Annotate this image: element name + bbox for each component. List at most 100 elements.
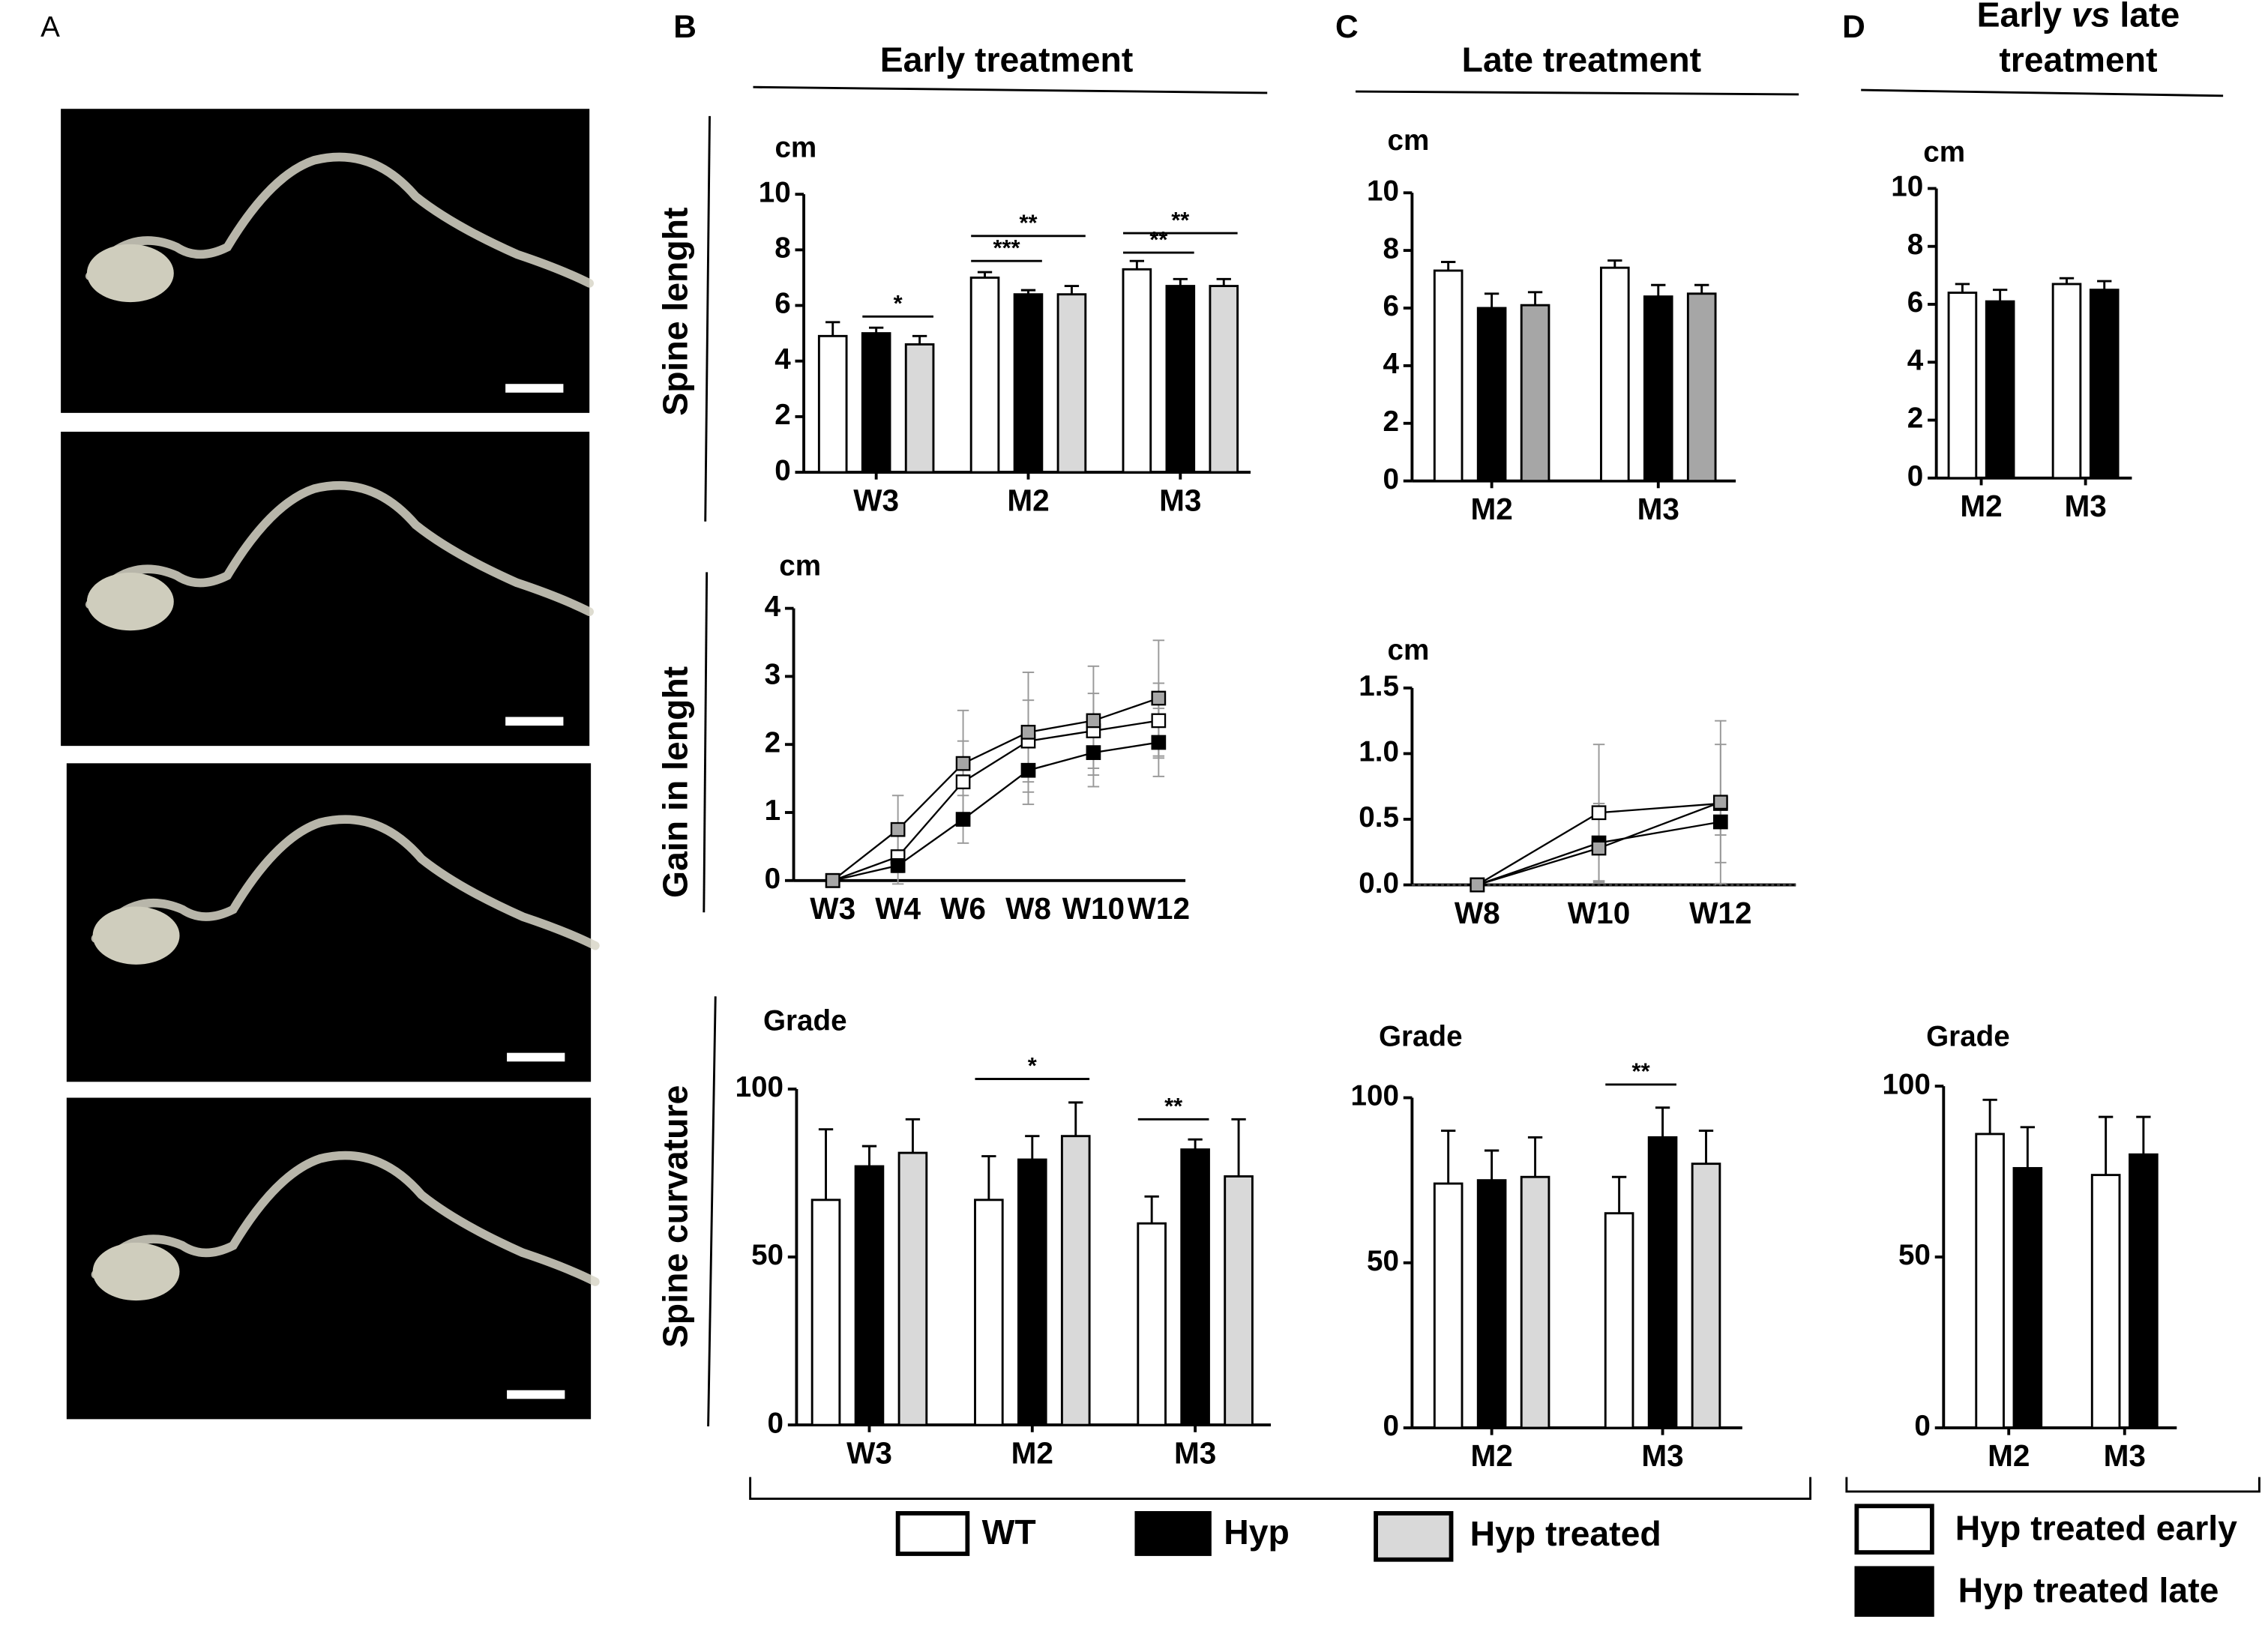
bar	[2129, 1153, 2159, 1429]
scale-bar	[505, 717, 564, 726]
x-tick-label: W12	[1689, 896, 1751, 930]
marker	[1591, 805, 1607, 821]
bar	[1433, 269, 1464, 483]
bar	[1209, 285, 1239, 474]
row-label: Spine curvature	[655, 1085, 694, 1348]
bar	[904, 343, 935, 474]
y-tick-label: 2	[1907, 403, 1923, 435]
y-tick-label: 0	[1914, 1410, 1930, 1442]
scale-bar	[505, 384, 564, 393]
series-line	[831, 697, 1159, 881]
y-tick-label: 8	[1383, 232, 1399, 265]
header: Early vs late	[1977, 0, 2180, 34]
bar	[1017, 1158, 1047, 1426]
marker	[1086, 745, 1101, 760]
bar	[1686, 292, 1717, 483]
bar	[974, 1199, 1004, 1426]
y-tick-label: 6	[774, 288, 790, 320]
x-tick-label: M2	[1007, 483, 1049, 517]
legend-swatch	[1854, 1566, 1934, 1618]
bar	[1985, 300, 2015, 480]
panel-label: B	[673, 10, 697, 45]
y-tick-label: 10	[1891, 171, 1923, 203]
unit-label: cm	[779, 550, 821, 582]
marker	[1470, 877, 1485, 893]
panel-label: D	[1842, 10, 1865, 45]
skull	[92, 1242, 180, 1301]
bracket	[1845, 1477, 2261, 1493]
bar	[1647, 1136, 1678, 1429]
marker	[1591, 840, 1607, 856]
marker	[1020, 725, 1036, 740]
skull	[92, 906, 180, 965]
y-tick-label: 4	[1907, 344, 1924, 376]
bar	[1013, 293, 1044, 474]
bar	[1224, 1175, 1254, 1426]
legend-swatch	[1134, 1511, 1212, 1556]
legend-label: Hyp treated late	[1958, 1570, 2219, 1609]
header-rule	[1356, 90, 1799, 96]
unit-label: cm	[1388, 634, 1430, 666]
bar	[854, 1165, 885, 1426]
y-tick-label: 2	[1383, 406, 1399, 438]
y-tick-label: 1.0	[1359, 736, 1399, 768]
bar	[1520, 304, 1550, 483]
x-tick-label: M3	[1641, 1438, 1683, 1473]
x-tick-label: M3	[2104, 1438, 2146, 1473]
y-tick-label: 100	[1882, 1068, 1930, 1100]
legend-label: WT	[982, 1513, 1036, 1552]
legend-label: Hyp	[1224, 1513, 1290, 1552]
skull	[86, 244, 174, 303]
y-tick-label: 0	[1907, 460, 1923, 492]
legend-swatch	[1374, 1511, 1454, 1562]
x-tick-label: W4	[875, 891, 921, 926]
significance-label: **	[1149, 226, 1167, 253]
x-tick-label: M2	[1011, 1435, 1053, 1470]
significance-label: *	[1028, 1052, 1037, 1079]
skeleton	[91, 815, 600, 950]
x-tick-label: W8	[1005, 891, 1051, 926]
marker	[955, 756, 971, 771]
header-part: late	[2111, 0, 2180, 34]
y-tick-label: 2	[774, 399, 790, 431]
photo-label: WT	[78, 121, 132, 160]
bar	[817, 334, 848, 474]
legend-swatch	[895, 1511, 970, 1556]
bar	[1947, 292, 1978, 480]
series-line	[832, 741, 1159, 881]
x-tick-label: W8	[1455, 896, 1500, 930]
bar	[2090, 1174, 2121, 1429]
y-tick-label: 1.5	[1359, 670, 1399, 702]
y-tick-label: 10	[759, 176, 791, 208]
unit-label: cm	[774, 131, 816, 163]
bar	[897, 1151, 928, 1426]
y-tick-label: 4	[774, 343, 791, 376]
y-tick-label: 0	[774, 454, 790, 486]
skull	[86, 573, 174, 631]
legend-label: Hyp treated	[1470, 1514, 1661, 1553]
x-tick-label: M2	[1470, 1438, 1512, 1473]
y-tick-label: 0	[1383, 463, 1399, 495]
x-tick-label: W3	[853, 483, 899, 517]
x-tick-label: W12	[1128, 891, 1190, 926]
row-rule	[707, 996, 717, 1427]
skeleton	[85, 480, 594, 616]
significance-label: *	[894, 290, 903, 316]
significance-label: **	[1632, 1058, 1650, 1085]
marker	[1712, 795, 1728, 810]
bar	[1165, 285, 1196, 474]
marker	[1086, 713, 1101, 729]
marker	[955, 812, 971, 827]
significance-label: **	[1171, 207, 1189, 233]
skeleton	[85, 152, 594, 288]
bar	[1122, 268, 1152, 474]
marker	[1151, 690, 1167, 706]
legend-swatch	[1854, 1504, 1934, 1555]
x-tick-label: M3	[2064, 489, 2106, 523]
y-tick-label: 50	[1367, 1245, 1399, 1277]
scale-bar	[507, 1052, 565, 1062]
bar	[1691, 1163, 1721, 1429]
significance-label: **	[1164, 1093, 1182, 1119]
y-tick-label: 0	[1383, 1410, 1399, 1442]
y-tick-label: 0	[768, 1407, 783, 1439]
